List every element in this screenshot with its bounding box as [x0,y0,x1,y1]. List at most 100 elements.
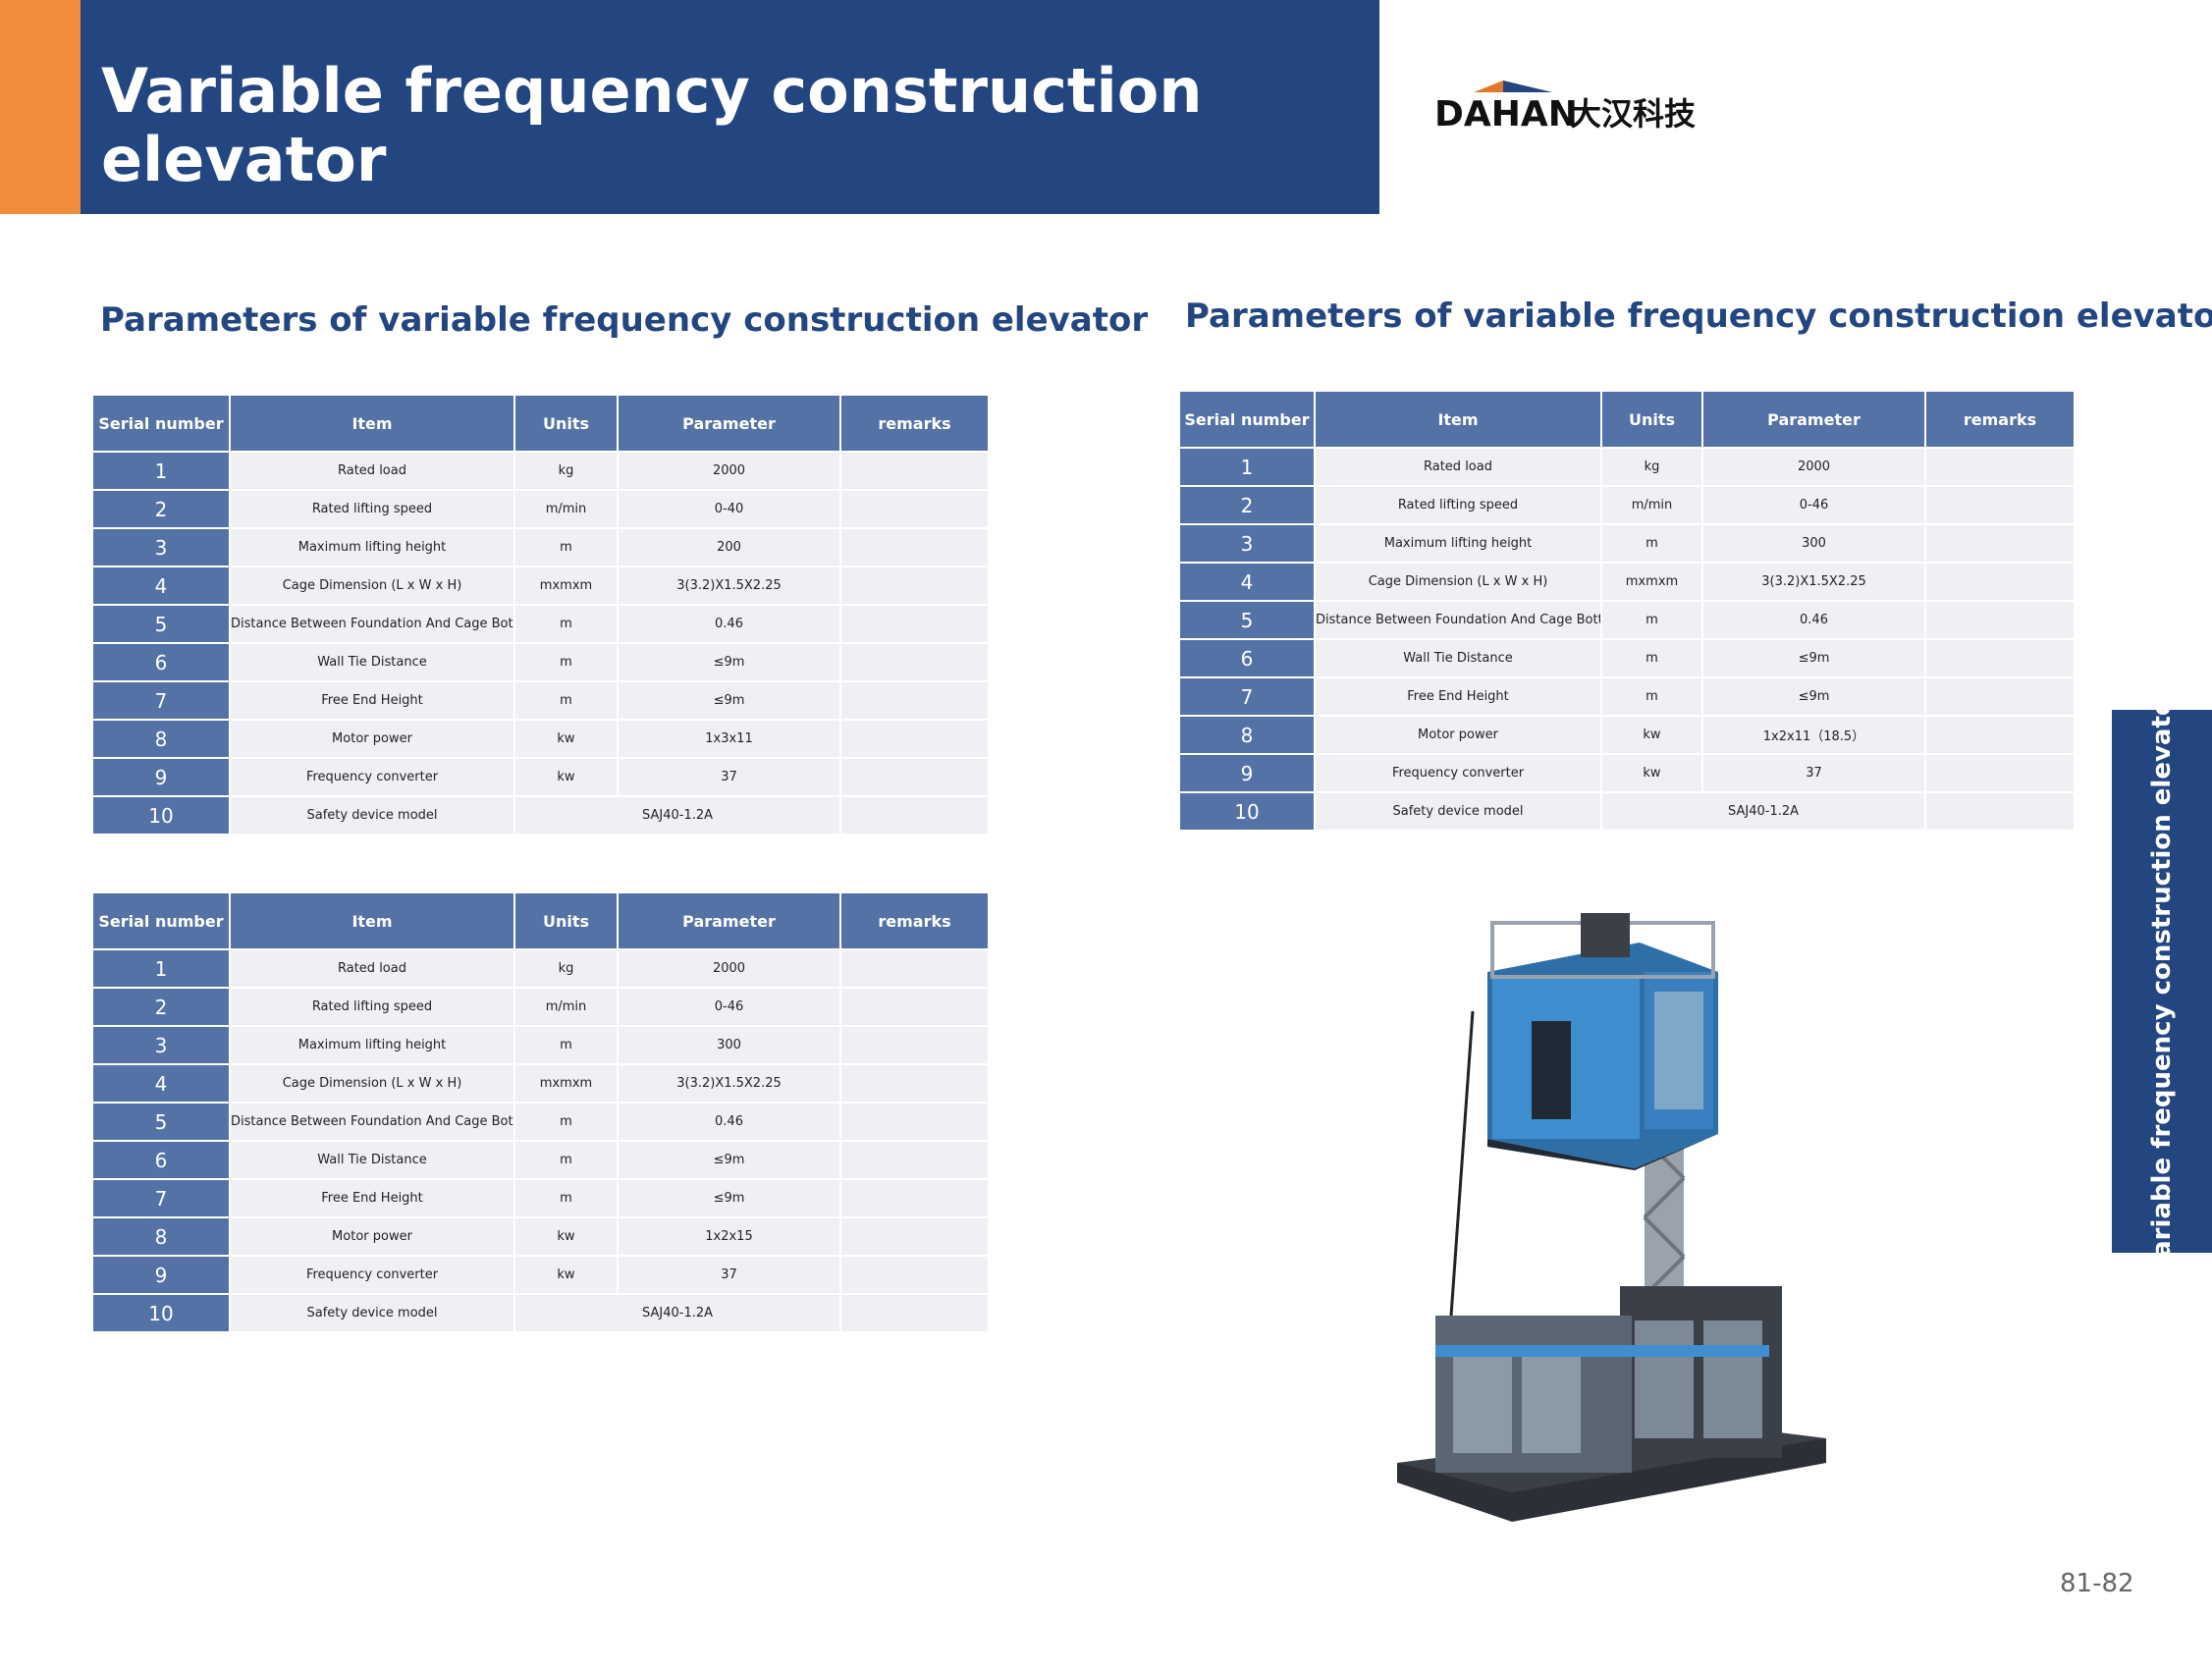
units: m [1600,600,1703,640]
item: Free End Height [229,680,515,721]
serial-number: 7 [91,1178,231,1218]
units: m [1600,523,1703,564]
remarks [839,1140,990,1180]
units: m [1600,676,1703,717]
item: Motor power [229,1216,515,1257]
item: Free End Height [229,1178,515,1218]
table-row: 8 Motor power kw 1x3x11 [91,719,990,759]
remarks [839,642,990,682]
parameter: ≤9m [617,642,841,682]
units: kg [513,948,619,989]
parameter: 1x2x15 [617,1216,841,1257]
column-header: Parameter [617,891,841,950]
remarks [839,948,990,989]
table-row: 3 Maximum lifting height m 300 [91,1025,990,1065]
remarks [839,527,990,567]
parameter: ≤9m [617,1140,841,1180]
orange-accent [0,0,81,214]
item: Rated lifting speed [1314,485,1602,525]
table-row: 10 Safety device model SAJ40-1.2A [91,1293,990,1333]
units: kw [513,1216,619,1257]
serial-number: 2 [91,987,231,1027]
spec-table: Serial number Item Units Parameter remarks 1 R… [1178,390,2076,832]
table-row: 8 Motor power kw 1x2x11（18.5） [1178,715,2076,755]
table-row: 7 Free End Height m ≤9m [1178,676,2076,717]
units: m [513,604,619,644]
serial-number: 8 [91,719,231,759]
units: m [1600,638,1703,678]
serial-number: 5 [91,604,231,644]
remarks [839,1102,990,1142]
item: Rated load [229,451,515,491]
table-row: 9 Frequency converter kw 37 [1178,753,2076,793]
remarks [839,1178,990,1218]
item: Maximum lifting height [1314,523,1602,564]
item: Rated load [1314,447,1602,487]
parameter: 0-46 [1701,485,1926,525]
units: m [513,1102,619,1142]
parameter: 0.46 [1701,600,1926,640]
units: kg [513,451,619,491]
parameter: 1x3x11 [617,719,841,759]
header-row: Serial number Item Units Parameter remarks [91,394,990,453]
section-heading: Parameters of variable frequency constru… [1185,296,2212,336]
table-row: 4 Cage Dimension (L x W x H) mxmxm 3(3.2)X1… [91,1063,990,1104]
units: kw [1600,715,1703,755]
remarks [839,757,990,797]
side-tab-text: Variable frequency construction elevator [2147,685,2177,1276]
table-row: 1 Rated load kg 2000 [1178,447,2076,487]
units: m/min [1600,485,1703,525]
item: Frequency converter [229,757,515,797]
units: m [513,680,619,721]
column-header: Item [229,891,515,950]
parameter: 3(3.2)X1.5X2.25 [617,1063,841,1104]
item: Distance Between Foundation And Cage Bot… [1314,600,1602,640]
item: Rated lifting speed [229,489,515,529]
serial-number: 10 [91,795,231,836]
parameter: 2000 [1701,447,1926,487]
remarks [1924,600,2076,640]
remarks [839,719,990,759]
spec-table: Serial number Item Units Parameter remarks 1 R… [91,394,990,836]
serial-number: 7 [91,680,231,721]
table-row: 10 Safety device model SAJ40-1.2A [91,795,990,836]
serial-number: 4 [1178,562,1316,602]
logo-chinese: 大汉科技 [1570,95,1696,133]
parameter: 37 [1701,753,1926,793]
remarks [1924,638,2076,678]
serial-number: 6 [91,642,231,682]
item: Motor power [1314,715,1602,755]
parameter: 37 [617,1255,841,1295]
remarks [839,1063,990,1104]
parameter: 1x2x11（18.5） [1701,715,1926,755]
item: Distance Between Foundation And Cage Bot… [229,604,515,644]
units: kw [1600,753,1703,793]
header-row: Serial number Item Units Parameter remarks [1178,390,2076,449]
remarks [839,1293,990,1333]
logo: DAHAN 大汉科技 [1434,81,1696,134]
units: kw [513,757,619,797]
parameter: SAJ40-1.2A [513,1293,841,1333]
remarks [1924,447,2076,487]
table-row: 5 Distance Between Foundation And Cage Bo… [1178,600,2076,640]
column-header: Units [513,394,619,453]
column-header: Serial number [91,394,231,453]
table-row: 5 Distance Between Foundation And Cage Bo… [91,1102,990,1142]
serial-number: 10 [91,1293,231,1333]
side-tab: Variable frequency construction elevator [2112,685,2212,1276]
remarks [1924,485,2076,525]
remarks [839,680,990,721]
remarks [1924,791,2076,832]
parameter: ≤9m [617,680,841,721]
serial-number: 2 [91,489,231,529]
table-row: 5 Distance Between Foundation And Cage Bo… [91,604,990,644]
parameter: 2000 [617,948,841,989]
table-row: 4 Cage Dimension (L x W x H) mxmxm 3(3.2)X1… [91,566,990,606]
item: Wall Tie Distance [229,642,515,682]
table-row: 1 Rated load kg 2000 [91,948,990,989]
remarks [839,987,990,1027]
table-row: 9 Frequency converter kw 37 [91,757,990,797]
parameter: 0.46 [617,1102,841,1142]
serial-number: 1 [91,948,231,989]
